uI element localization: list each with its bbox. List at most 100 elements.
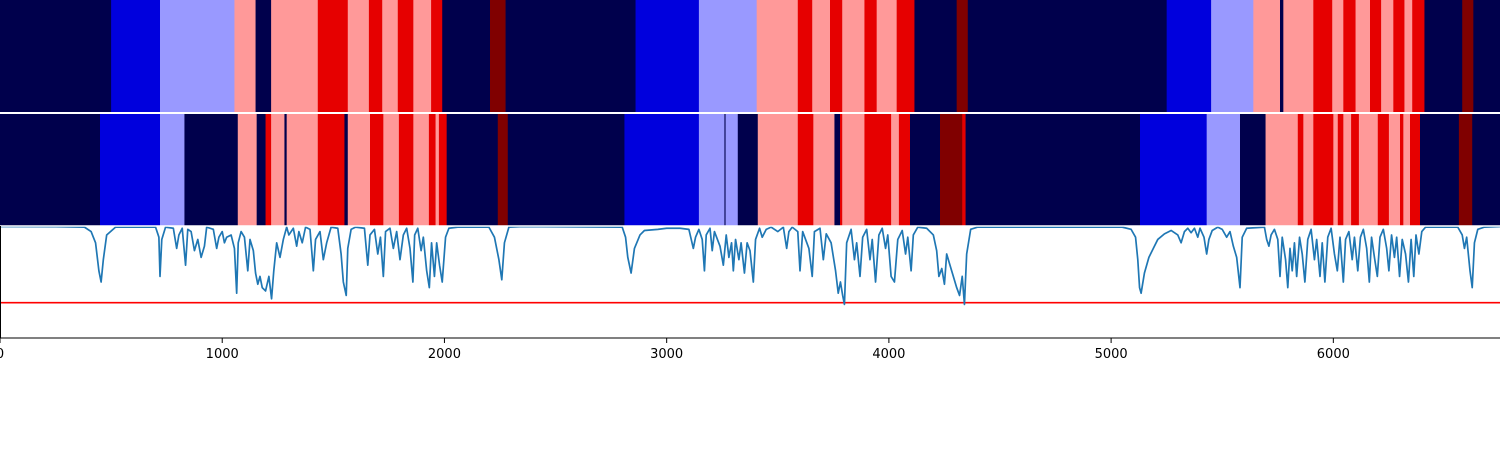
x-tick-label: 5000 — [1095, 347, 1128, 362]
heatmap-segment — [507, 114, 625, 226]
heatmap-segment — [0, 0, 112, 112]
heatmap-segment — [724, 114, 726, 226]
heatmap-segment — [725, 114, 739, 226]
x-tick-label: 1000 — [206, 347, 239, 362]
heatmap-segment — [1400, 114, 1404, 226]
heatmap-segment — [1420, 114, 1460, 226]
heatmap-segment — [368, 0, 383, 112]
heatmap-segment — [370, 114, 384, 226]
heatmap-segment — [940, 114, 963, 226]
heatmap-segment — [891, 114, 900, 226]
x-axis: 0 1000 2000 3000 4000 5000 6000 — [0, 338, 1350, 362]
heatmap-segment — [1424, 0, 1463, 112]
panel-dividers — [0, 112, 1500, 339]
heatmap-segment — [184, 114, 239, 226]
heatmap-segment — [864, 114, 892, 226]
heatmap-segment — [100, 114, 161, 226]
heatmap-segment — [1313, 0, 1333, 112]
heatmap-segment — [431, 0, 443, 112]
heatmap-segment — [284, 114, 288, 226]
heatmap-segment — [413, 114, 430, 226]
heatmap-segment — [1351, 114, 1360, 226]
heatmap-segment — [910, 114, 941, 226]
heatmap-segment — [160, 0, 235, 112]
heatmap-segment — [797, 114, 814, 226]
heatmap-segment — [812, 0, 831, 112]
heatmap-segment — [624, 114, 700, 226]
heatmap-segment — [1211, 0, 1254, 112]
x-tick-label: 6000 — [1317, 347, 1350, 362]
x-tick-label: 4000 — [872, 347, 905, 362]
heatmap-segment — [1370, 0, 1382, 112]
heatmap-segment — [1355, 0, 1371, 112]
heatmap-segment — [1388, 114, 1401, 226]
heatmap-segment — [1393, 0, 1405, 112]
heatmap-segment — [914, 0, 958, 112]
heatmap-segment — [1303, 114, 1314, 226]
heatmap-segment — [271, 0, 319, 112]
heatmap-segment — [1462, 0, 1474, 112]
heatmap-segment — [397, 0, 414, 112]
heatmap-segment — [797, 0, 813, 112]
heatmap-segment — [435, 114, 440, 226]
heatmap-segment — [1332, 0, 1344, 112]
heatmap-segment — [1283, 0, 1314, 112]
heatmap-segment — [864, 0, 878, 112]
heatmap-segment — [1410, 114, 1421, 226]
heatmap-segment — [1412, 0, 1425, 112]
heatmap-segment — [1381, 0, 1394, 112]
heatmap-segment — [1377, 114, 1390, 226]
heatmap-segment — [830, 0, 843, 112]
heatmap-segment — [234, 0, 256, 112]
heatmap-segment — [757, 114, 799, 226]
heatmap-segment — [962, 114, 966, 226]
heatmap-segment — [1333, 114, 1339, 226]
heatmap-segment — [265, 114, 272, 226]
heatmap-segment — [428, 114, 436, 226]
heatmap-segment — [842, 114, 865, 226]
heatmap-segment — [505, 0, 636, 112]
x-tick-label: 0 — [0, 347, 4, 362]
heatmap-segment — [1472, 114, 1500, 226]
heatmap-segment — [1140, 114, 1208, 226]
heatmap-row-1 — [0, 0, 1500, 112]
heatmap-segment — [1280, 0, 1284, 112]
heatmap-segment — [446, 114, 499, 226]
heatmap-segment — [1337, 114, 1344, 226]
x-tick-label: 3000 — [650, 347, 683, 362]
heatmap-segment — [1313, 114, 1334, 226]
heatmap-segment — [0, 114, 101, 226]
heatmap-segment — [1253, 0, 1281, 112]
heatmap-segment — [813, 114, 835, 226]
heatmap-segment — [967, 0, 1168, 112]
heatmap-segment — [317, 0, 349, 112]
heatmap-segment — [382, 0, 399, 112]
heatmap-segment — [438, 114, 448, 226]
heatmap-segment — [965, 114, 1141, 226]
heatmap-segment — [1297, 114, 1304, 226]
heatmap-segment — [698, 0, 758, 112]
heatmap-segment — [1240, 114, 1266, 226]
heatmap-segment — [896, 0, 915, 112]
heatmap-segment — [497, 114, 509, 226]
heatmap-segment — [956, 0, 969, 112]
line-panel — [0, 225, 1500, 338]
heatmap-segment — [876, 0, 898, 112]
heatmap-segment — [344, 114, 349, 226]
heatmap-segment — [160, 114, 185, 226]
heatmap-segment — [698, 114, 725, 226]
heatmap-segment — [842, 0, 865, 112]
heatmap-segment — [756, 0, 799, 112]
heatmap-segment — [317, 114, 345, 226]
heatmap-segment — [398, 114, 414, 226]
heatmap-segment — [1166, 0, 1212, 112]
heatmap-segment — [1265, 114, 1299, 226]
heatmap-segment — [347, 114, 371, 226]
heatmap-segment — [347, 0, 370, 112]
heatmap-segment — [1358, 114, 1379, 226]
heatmap-segment — [1473, 0, 1500, 112]
heatmap-segment — [383, 114, 400, 226]
signal-line — [0, 225, 1500, 306]
heatmap-segment — [834, 114, 841, 226]
